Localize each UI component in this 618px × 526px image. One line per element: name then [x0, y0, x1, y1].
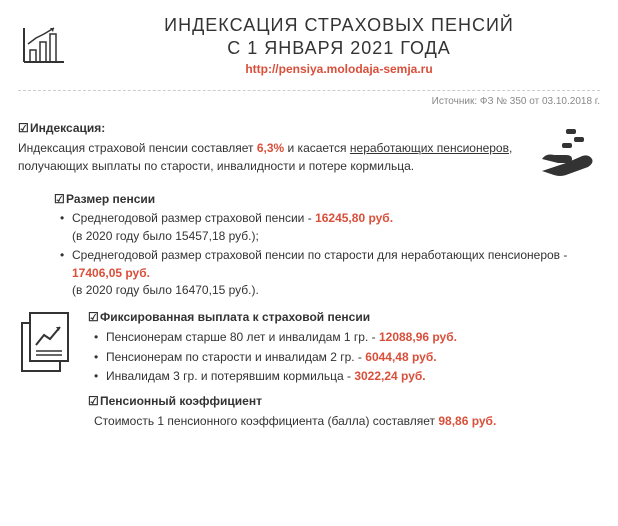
header: ИНДЕКСАЦИЯ СТРАХОВЫХ ПЕНСИЙ С 1 ЯНВАРЯ 2… — [78, 14, 600, 84]
item-text: Среднегодовой размер страховой пенсии - — [72, 211, 315, 225]
item-value: 17406,05 руб. — [72, 266, 150, 280]
list-item: Пенсионерам по старости и инвалидам 2 гр… — [94, 349, 600, 366]
item-text: Пенсионерам старше 80 лет и инвалидам 1 … — [106, 330, 379, 344]
document-chart-icon — [18, 309, 74, 375]
intro-text: ☑Индексация: Индексация страховой пенсии… — [18, 119, 524, 175]
item-value: 3022,24 руб. — [354, 369, 425, 383]
intro-label-text: Индексация: — [30, 121, 105, 135]
list-item: Пенсионерам старше 80 лет и инвалидам 1 … — [94, 329, 600, 346]
coefficient-text: Стоимость 1 пенсионного коэффициента (ба… — [94, 414, 438, 428]
page-title-line1: ИНДЕКСАЦИЯ СТРАХОВЫХ ПЕНСИЙ — [78, 14, 600, 37]
bottom-content: ☑Фиксированная выплата к страховой пенси… — [88, 309, 600, 430]
pension-size-block: ☑Размер пенсии Среднегодовой размер стра… — [54, 191, 600, 300]
item-sub: (в 2020 году было 15457,18 руб.); — [72, 229, 259, 243]
pension-size-list: Среднегодовой размер страховой пенсии - … — [54, 210, 600, 299]
pension-size-title: ☑Размер пенсии — [54, 191, 600, 208]
bar-chart-icon — [18, 24, 68, 68]
page-title-line2: С 1 ЯНВАРЯ 2021 ГОДА — [78, 37, 600, 60]
bottom-row: ☑Фиксированная выплата к страховой пенси… — [18, 309, 600, 430]
intro-mid: и касается — [284, 141, 350, 155]
source-citation: Источник: ФЗ № 350 от 03.10.2018 г. — [18, 90, 600, 109]
item-value: 12088,96 руб. — [379, 330, 457, 344]
list-item: Среднегодовой размер страховой пенсии по… — [60, 247, 600, 299]
item-sub: (в 2020 году было 16470,15 руб.). — [72, 283, 259, 297]
coefficient-title: ☑Пенсионный коэффициент — [88, 393, 600, 410]
fixed-payment-title: ☑Фиксированная выплата к страховой пенси… — [88, 309, 600, 326]
list-item: Среднегодовой размер страховой пенсии - … — [60, 210, 600, 245]
item-value: 6044,48 руб. — [365, 350, 436, 364]
source-url[interactable]: http://pensiya.molodaja-semja.ru — [78, 61, 600, 78]
fixed-payment-title-text: Фиксированная выплата к страховой пенсии — [100, 310, 370, 324]
intro-section: ☑Индексация: Индексация страховой пенсии… — [18, 119, 600, 181]
item-text: Пенсионерам по старости и инвалидам 2 гр… — [106, 350, 365, 364]
coefficient-title-text: Пенсионный коэффициент — [100, 394, 262, 408]
item-value: 16245,80 руб. — [315, 211, 393, 225]
list-item: Инвалидам 3 гр. и потерявшим кормильца -… — [94, 368, 600, 385]
coefficient-text-row: Стоимость 1 пенсионного коэффициента (ба… — [88, 413, 600, 430]
intro-percent: 6,3% — [257, 141, 284, 155]
item-text: Инвалидам 3 гр. и потерявшим кормильца - — [106, 369, 354, 383]
header-row: ИНДЕКСАЦИЯ СТРАХОВЫХ ПЕНСИЙ С 1 ЯНВАРЯ 2… — [18, 14, 600, 88]
coefficient-block: ☑Пенсионный коэффициент Стоимость 1 пенс… — [88, 393, 600, 430]
intro-underlined: неработающих пенсионеров — [350, 141, 509, 155]
hand-coins-icon — [536, 125, 600, 181]
fixed-payment-list: Пенсионерам старше 80 лет и инвалидам 1 … — [88, 329, 600, 385]
intro-label: ☑Индексация: — [18, 119, 524, 137]
coefficient-value: 98,86 руб. — [438, 414, 496, 428]
item-text: Среднегодовой размер страховой пенсии по… — [72, 248, 567, 262]
fixed-payment-block: ☑Фиксированная выплата к страховой пенси… — [88, 309, 600, 385]
pension-size-title-text: Размер пенсии — [66, 192, 155, 206]
intro-before: Индексация страховой пенсии составляет — [18, 141, 257, 155]
